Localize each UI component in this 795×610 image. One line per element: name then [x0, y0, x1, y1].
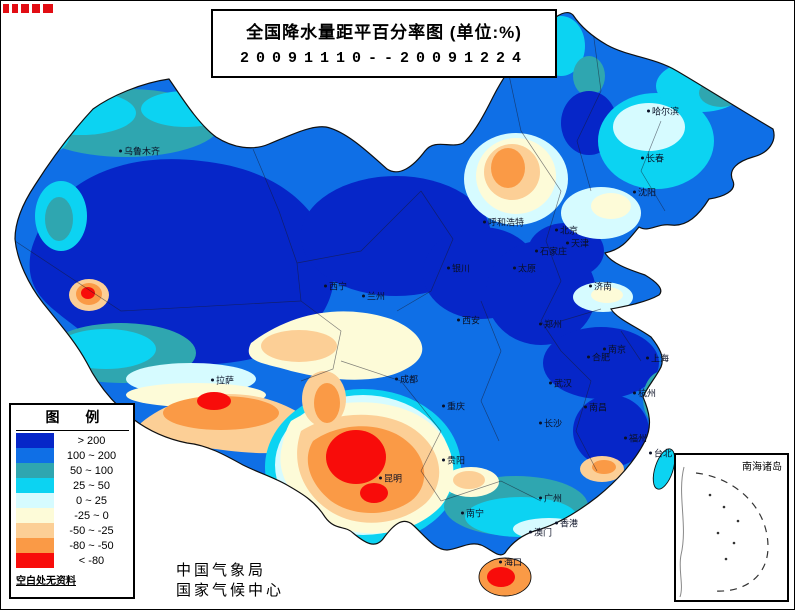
legend-item: 25 ~ 50: [16, 478, 129, 493]
national-border: [14, 11, 775, 556]
org-line-2: 国家气候中心: [176, 582, 285, 599]
legend-swatch: [16, 433, 54, 448]
legend-items: > 200 100 ~ 200 50 ~ 100 25 ~ 50 0 ~ 25 -25 ~…: [16, 433, 129, 568]
legend-swatch: [16, 523, 54, 538]
org-line-1: 中国气象局: [176, 562, 267, 579]
legend-item: -25 ~ 0: [16, 508, 129, 523]
legend-swatch: [16, 448, 54, 463]
map-title-box: 全国降水量距平百分率图 (单位:%) 20091110--20091224: [211, 9, 557, 78]
legend-label: -50 ~ -25: [69, 524, 114, 537]
corner-red-artifact: [3, 4, 61, 13]
map-date-range: 20091110--20091224: [239, 50, 529, 67]
inset-map-svg: [679, 466, 769, 598]
legend-label: 25 ~ 50: [72, 479, 110, 492]
legend-label: > 200: [77, 434, 106, 447]
inset-label: 南海诸岛: [742, 462, 782, 473]
legend-swatch: [16, 478, 54, 493]
legend-swatch: [16, 493, 54, 508]
legend-item: 50 ~ 100: [16, 463, 129, 478]
legend-label: 50 ~ 100: [69, 464, 114, 477]
legend-item: 0 ~ 25: [16, 493, 129, 508]
legend-swatch: [16, 553, 54, 568]
legend-item: -80 ~ -50: [16, 538, 129, 553]
inset-islands: [708, 493, 740, 561]
legend-swatch: [16, 508, 54, 523]
legend-label: -25 ~ 0: [74, 509, 109, 522]
province-borders: [15, 30, 666, 502]
legend-item: 100 ~ 200: [16, 448, 129, 463]
legend-no-data-note: 空白处无资料: [16, 576, 76, 587]
south-china-sea-inset: 南海诸岛: [674, 453, 789, 602]
legend-label: -80 ~ -50: [69, 539, 114, 552]
legend-box: 图 例 > 200 100 ~ 200 50 ~ 100 25 ~ 50 0 ~ 25 -…: [9, 403, 135, 599]
map-title: 全国降水量距平百分率图 (单位:%): [246, 23, 522, 42]
legend-swatch: [16, 463, 54, 478]
nine-dash-line: [695, 472, 769, 592]
organization-text: 中国气象局 国家气候中心: [176, 561, 284, 601]
legend-swatch: [16, 538, 54, 553]
hainan-island: [478, 557, 532, 597]
legend-item: > 200: [16, 433, 129, 448]
legend-label: 0 ~ 25: [76, 494, 107, 507]
taiwan-island: [652, 448, 676, 490]
legend-item: < -80: [16, 553, 129, 568]
legend-item: -50 ~ -25: [16, 523, 129, 538]
legend-title: 图 例: [16, 407, 129, 431]
legend-label: 100 ~ 200: [66, 449, 117, 462]
legend-label: < -80: [78, 554, 105, 567]
